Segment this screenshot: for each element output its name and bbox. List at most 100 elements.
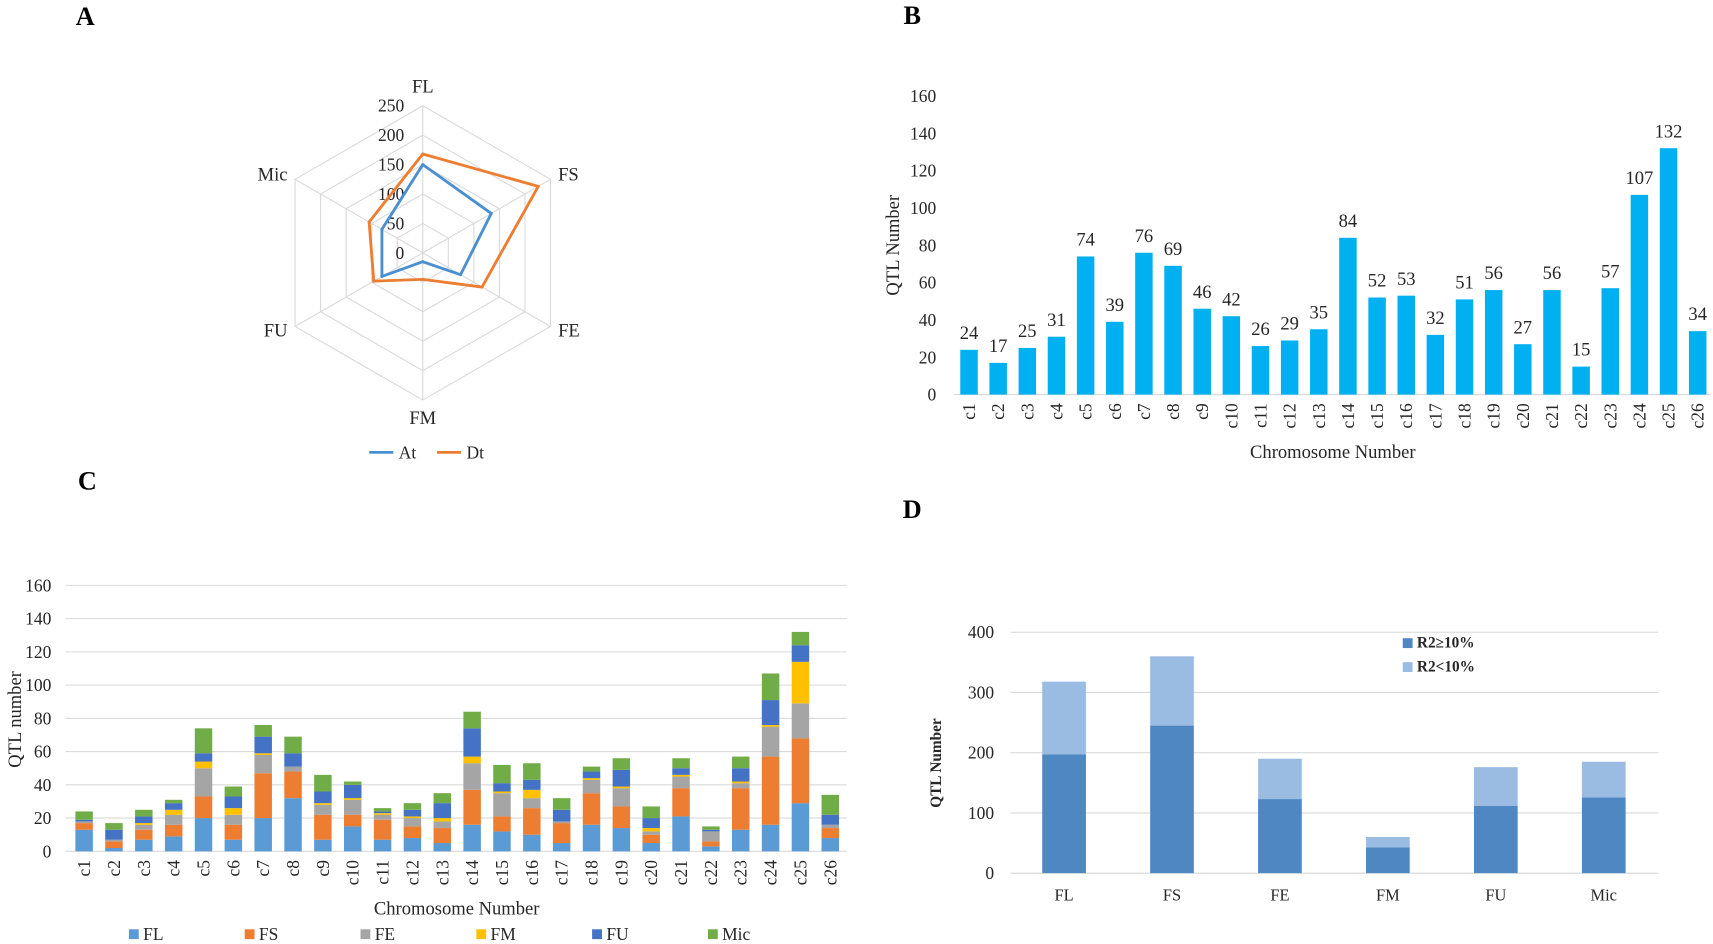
data-label-c4: 31 bbox=[1047, 310, 1066, 331]
radar-axis-label-mic: Mic bbox=[258, 164, 288, 185]
stacked-bar-c20 bbox=[642, 806, 660, 852]
stacked-bar-c21 bbox=[672, 758, 690, 852]
y-tick-label-100: 100 bbox=[910, 198, 936, 218]
data-label-c26: 34 bbox=[1688, 304, 1707, 325]
radar-spoke-fe bbox=[422, 252, 551, 327]
bar-segment-c12-fs bbox=[403, 826, 422, 839]
x-tick-label-c19: c19 bbox=[611, 860, 631, 885]
x-tick-label-c12: c12 bbox=[402, 860, 422, 885]
bar-segment-c20-fl bbox=[642, 843, 660, 852]
bar-segment-fs-r2ge10pct bbox=[1150, 725, 1194, 874]
bar-segment-c15-fl bbox=[493, 831, 511, 852]
bar-segment-c8-fl bbox=[284, 798, 302, 852]
bar-segment-c18-mic bbox=[582, 766, 601, 772]
bar-c23 bbox=[1601, 288, 1620, 395]
data-label-c13: 35 bbox=[1310, 302, 1329, 323]
x-tick-label-c8: c8 bbox=[283, 860, 303, 877]
legend-label-mic: Mic bbox=[722, 924, 750, 944]
bar-c1 bbox=[960, 349, 978, 395]
x-tick-label-c11: c11 bbox=[373, 860, 393, 885]
bar-segment-c11-fm bbox=[373, 813, 392, 815]
series-point-at-mic bbox=[380, 227, 384, 231]
bar-segment-c7-fe bbox=[254, 754, 272, 774]
x-axis-title: Chromosome Number bbox=[1250, 442, 1416, 463]
bar-c22 bbox=[1572, 366, 1590, 395]
x-tick-label-c24: c24 bbox=[1629, 403, 1649, 428]
series-point-dt-fu bbox=[372, 279, 376, 283]
data-label-c20: 27 bbox=[1514, 317, 1533, 338]
bar-segment-c9-mic bbox=[314, 774, 332, 792]
x-tick-label-c18: c18 bbox=[581, 860, 601, 885]
bar-segment-c8-fu bbox=[284, 753, 302, 767]
stacked-bar-c25 bbox=[791, 631, 810, 852]
x-tick-label-c24: c24 bbox=[761, 860, 781, 885]
bar-segment-c12-fm bbox=[403, 816, 422, 819]
bar-segment-c10-fu bbox=[343, 784, 362, 799]
x-tick-label-c22: c22 bbox=[1571, 403, 1591, 428]
bar-segment-c17-fu bbox=[552, 809, 571, 822]
bar-segment-c13-fs bbox=[433, 828, 452, 844]
bar-segment-c26-fl bbox=[821, 838, 840, 852]
bar-segment-c8-fe bbox=[284, 766, 302, 772]
bar-segment-c8-mic bbox=[284, 736, 302, 754]
bar-c13 bbox=[1310, 329, 1328, 395]
bar-segment-c3-mic bbox=[135, 809, 153, 817]
stacked-bar-c2 bbox=[105, 823, 123, 852]
bar-segment-c14-fl bbox=[463, 824, 481, 852]
bar-c26 bbox=[1688, 331, 1707, 395]
bar-segment-c6-mic bbox=[224, 786, 243, 797]
bar-segment-c15-fs bbox=[493, 816, 511, 832]
bar-segment-c10-fe bbox=[343, 799, 362, 815]
series-point-dt-fm bbox=[421, 277, 425, 281]
bar-segment-c7-fs bbox=[254, 773, 272, 819]
bar-segment-c16-fl bbox=[523, 834, 541, 852]
bar-c15 bbox=[1368, 297, 1386, 395]
x-tick-label-c10: c10 bbox=[1221, 403, 1241, 428]
bar-segment-fu-r2ge10pct bbox=[1473, 805, 1518, 874]
x-tick-label-c1: c1 bbox=[959, 403, 979, 419]
radar-spoke-fs bbox=[422, 178, 551, 254]
stacked-bar-c1 bbox=[75, 811, 93, 852]
bar-c14 bbox=[1339, 237, 1357, 395]
panel-label-a: A bbox=[76, 2, 95, 31]
bar-segment-c26-mic bbox=[821, 794, 840, 815]
x-tick-label-c7: c7 bbox=[1134, 403, 1154, 420]
y-tick-label-60: 60 bbox=[34, 742, 52, 762]
y-tick-label-0: 0 bbox=[928, 385, 937, 405]
bar-segment-c22-fu bbox=[702, 829, 720, 832]
data-label-c15: 52 bbox=[1368, 271, 1387, 292]
bar-segment-c14-fe bbox=[463, 763, 481, 790]
radial-tick-label-200: 200 bbox=[378, 125, 404, 145]
bar-segment-c6-fs bbox=[224, 824, 243, 840]
bar-segment-c1-fe bbox=[75, 821, 93, 824]
x-tick-label-c6: c6 bbox=[1105, 403, 1125, 420]
bar-segment-c19-fs bbox=[612, 806, 631, 829]
panel-label-d: D bbox=[903, 495, 922, 524]
bar-segment-c13-fe bbox=[433, 821, 452, 829]
bar-c12 bbox=[1280, 340, 1299, 395]
x-tick-label-c25: c25 bbox=[1659, 403, 1679, 428]
data-label-c24: 107 bbox=[1625, 168, 1653, 189]
bar-segment-c4-mic bbox=[164, 799, 183, 804]
data-label-c3: 25 bbox=[1018, 321, 1037, 342]
data-label-c12: 29 bbox=[1280, 314, 1299, 335]
stacked-bar-c7 bbox=[254, 725, 272, 852]
bar-c8 bbox=[1164, 265, 1182, 395]
bar-segment-c6-fe bbox=[224, 814, 243, 825]
bar-segment-c5-fs bbox=[194, 796, 213, 819]
legend-label-fs: FS bbox=[259, 924, 278, 944]
x-tick-label-c14: c14 bbox=[462, 860, 482, 885]
x-tick-label-c23: c23 bbox=[731, 860, 751, 885]
data-label-c25: 132 bbox=[1655, 121, 1683, 142]
x-tick-label-c20: c20 bbox=[641, 860, 661, 885]
bar-segment-c13-mic bbox=[433, 793, 452, 804]
bar-segment-c3-fl bbox=[135, 839, 153, 852]
bar-segment-c9-fu bbox=[314, 791, 332, 804]
panel-c-stacked-bar-chart: C 0 20 40 60 80 100 120 140 160 c1 c2 c3 c4 c5 c6 c7 c8 c9… bbox=[5, 466, 847, 944]
bar-c24 bbox=[1630, 194, 1649, 395]
bar-c2 bbox=[989, 362, 1007, 395]
bar-c21 bbox=[1543, 290, 1561, 395]
bar-c25 bbox=[1659, 148, 1678, 395]
